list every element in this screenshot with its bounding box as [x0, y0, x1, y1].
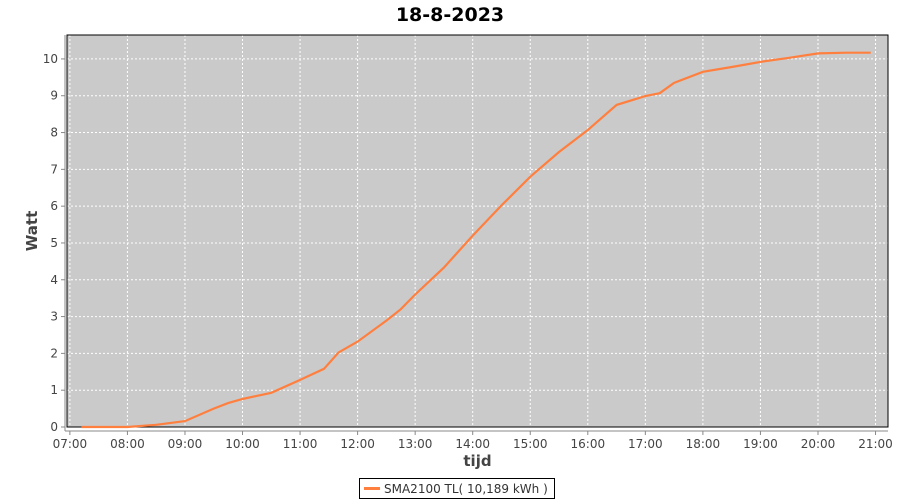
x-tick-label: 12:00 — [340, 437, 375, 451]
y-tick-label: 6 — [50, 199, 58, 213]
x-tick-label: 21:00 — [858, 437, 893, 451]
y-tick-label: 0 — [50, 420, 58, 434]
y-tick-label: 2 — [50, 346, 58, 360]
y-tick-label: 5 — [50, 236, 58, 250]
y-tick-label: 4 — [50, 273, 58, 287]
y-tick-label: 9 — [50, 89, 58, 103]
x-axis-label: tijd — [463, 452, 491, 470]
x-tick-label: 16:00 — [571, 437, 606, 451]
x-tick-label: 18:00 — [686, 437, 721, 451]
legend: SMA2100 TL( 10,189 kWh ) — [359, 478, 555, 499]
x-tick-label: 09:00 — [168, 437, 203, 451]
x-tick-label: 17:00 — [628, 437, 663, 451]
y-tick-label: 10 — [43, 52, 58, 66]
legend-label: SMA2100 TL( 10,189 kWh ) — [384, 481, 548, 496]
x-tick-label: 11:00 — [283, 437, 318, 451]
x-tick-label: 07:00 — [53, 437, 88, 451]
chart-title: 18-8-2023 — [395, 4, 505, 26]
x-tick-label: 13:00 — [398, 437, 433, 451]
x-tick-label: 08:00 — [110, 437, 145, 451]
legend-swatch — [364, 487, 380, 490]
y-axis-label: Watt — [23, 211, 41, 251]
y-tick-label: 7 — [50, 162, 58, 176]
x-tick-label: 10:00 — [225, 437, 260, 451]
x-tick-label: 20:00 — [801, 437, 836, 451]
series-line — [81, 51, 871, 429]
x-tick-label: 19:00 — [743, 437, 778, 451]
y-tick-label: 1 — [50, 383, 58, 397]
y-tick-label: 8 — [50, 126, 58, 140]
y-tick-label: 3 — [50, 310, 58, 324]
x-tick-label: 14:00 — [455, 437, 490, 451]
x-tick-label: 15:00 — [513, 437, 548, 451]
plot-border — [66, 34, 889, 428]
